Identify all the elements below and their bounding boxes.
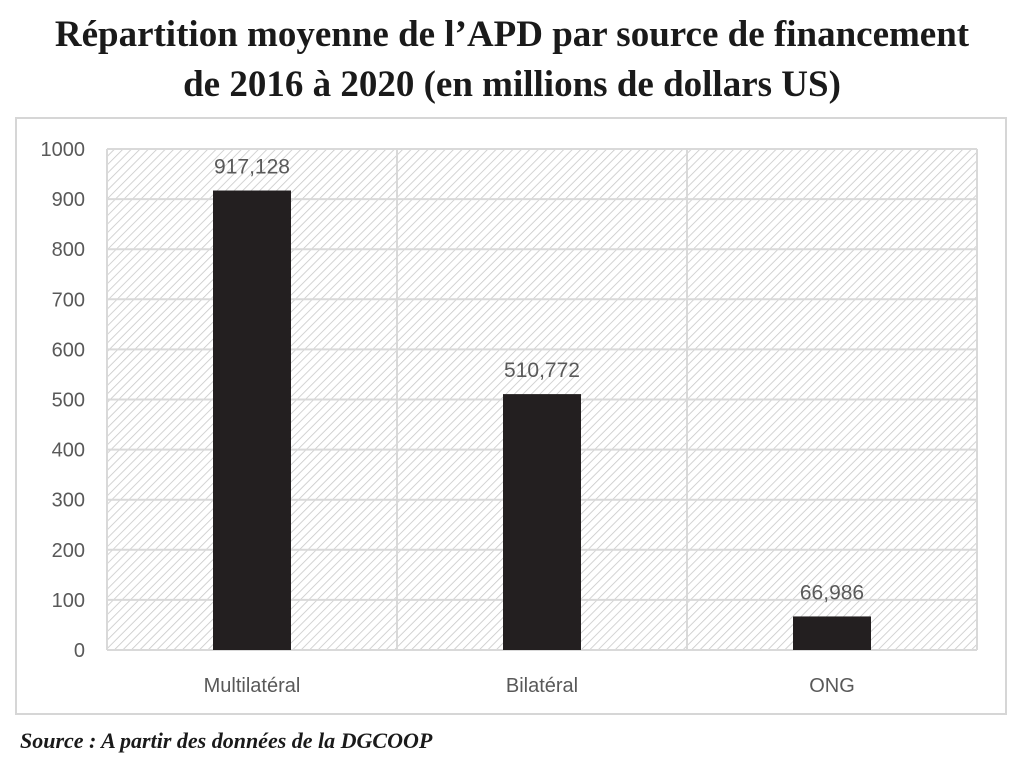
- bar-0: [213, 190, 291, 651]
- bar-1: [503, 394, 581, 650]
- y-tick-label: 100: [52, 590, 85, 612]
- bar-value-label: 917,128: [214, 156, 290, 179]
- y-tick-label: 200: [52, 540, 85, 562]
- y-tick-label: 600: [52, 339, 85, 361]
- y-tick-label: 400: [52, 440, 85, 462]
- y-tick-label: 700: [52, 289, 85, 311]
- chart-title-line2: de 2016 à 2020 (en millions de dollars U…: [183, 64, 841, 105]
- y-tick-label: 500: [52, 390, 85, 412]
- y-tick-label: 1000: [41, 139, 86, 161]
- x-tick-label: Bilatéral: [506, 675, 578, 697]
- chart-title-line1: Répartition moyenne de l’APD par source …: [54, 14, 970, 55]
- x-tick-label: Multilatéral: [204, 675, 301, 697]
- bar-2: [793, 616, 871, 650]
- y-tick-label: 800: [52, 239, 85, 261]
- x-tick-label: ONG: [809, 675, 855, 697]
- bar-value-label: 66,986: [800, 581, 864, 604]
- bar-value-label: 510,772: [504, 359, 580, 382]
- y-tick-label: 300: [52, 490, 85, 512]
- source-note: Source : A partir des données de la DGCO…: [20, 728, 433, 753]
- chart-title: Répartition moyenne de l’APD par source …: [0, 10, 1024, 110]
- y-tick-label: 900: [52, 189, 85, 211]
- y-tick-label: 0: [74, 640, 85, 662]
